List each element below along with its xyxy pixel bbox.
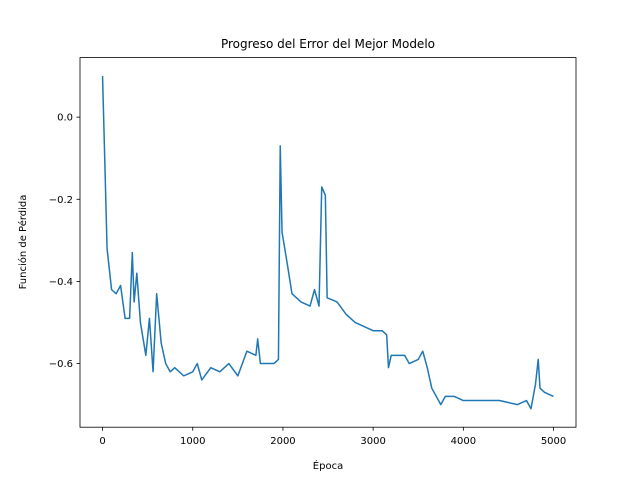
y-tick-label: −0.2: [49, 195, 73, 206]
x-axis-label: Época: [313, 459, 343, 472]
x-tick-label: 5000: [541, 436, 566, 447]
x-tick-label: 4000: [451, 436, 476, 447]
x-tick-label: 0: [99, 436, 105, 447]
y-axis-label: Función de Pérdida: [17, 195, 29, 290]
x-tick-label: 1000: [180, 436, 205, 447]
plot-frame: [79, 57, 577, 428]
line: [101, 76, 554, 410]
y-tick-label: 0.0: [57, 113, 73, 124]
y-tick-label: −0.6: [49, 359, 73, 370]
x-tick-label: 3000: [360, 436, 385, 447]
y-tick-label: −0.4: [49, 277, 73, 288]
x-tick-label: 2000: [270, 436, 295, 447]
chart-title: Progreso del Error del Mejor Modelo: [221, 37, 435, 51]
